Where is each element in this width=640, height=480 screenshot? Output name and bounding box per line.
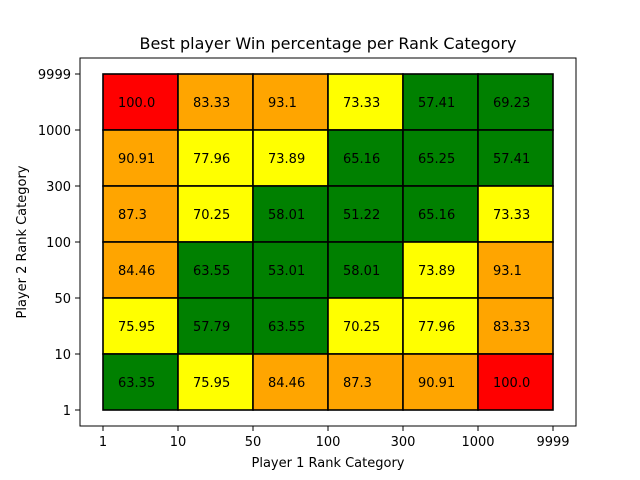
x-axis-label: Player 1 Rank Category — [252, 456, 405, 471]
heatmap-cell — [102, 73, 179, 131]
x-tick-label: 300 — [391, 435, 416, 450]
cell-value-label: 53.01 — [268, 264, 305, 279]
x-tick-label: 50 — [245, 435, 262, 450]
heatmap-cell — [402, 73, 479, 131]
heatmap-cell — [327, 185, 404, 243]
cell-value-label: 58.01 — [343, 264, 380, 279]
cell-value-label: 63.35 — [118, 376, 155, 391]
x-tick-label: 1000 — [461, 435, 494, 450]
cell-value-label: 100.0 — [493, 376, 530, 391]
heatmap-cell — [252, 241, 329, 299]
cell-value-label: 77.96 — [193, 152, 230, 167]
cell-value-label: 77.96 — [418, 320, 455, 335]
heatmap-cell — [327, 297, 404, 355]
cell-value-label: 83.33 — [193, 96, 230, 111]
heatmap-cell — [102, 185, 179, 243]
heatmap-cell — [177, 297, 254, 355]
cell-value-label: 87.3 — [343, 376, 372, 391]
cell-value-label: 57.41 — [493, 152, 530, 167]
cell-value-label: 65.16 — [418, 208, 455, 223]
heatmap-cell — [102, 241, 179, 299]
heatmap-cell — [402, 353, 479, 411]
x-axis-ticks: 1 10 50 100 300 1000 9999 — [99, 426, 570, 450]
cell-value-label: 65.25 — [418, 152, 455, 167]
chart-title: Best player Win percentage per Rank Cate… — [139, 34, 516, 53]
heatmap-cell — [102, 129, 179, 187]
cell-value-label: 90.91 — [118, 152, 155, 167]
cell-value-label: 75.95 — [118, 320, 155, 335]
heatmap-cell — [252, 185, 329, 243]
cell-value-label: 84.46 — [118, 264, 155, 279]
cell-value-label: 57.41 — [418, 96, 455, 111]
cell-value-label: 69.23 — [493, 96, 530, 111]
cell-value-label: 84.46 — [268, 376, 305, 391]
y-tick-label: 300 — [46, 180, 71, 195]
cell-value-label: 70.25 — [343, 320, 380, 335]
heatmap-cell — [402, 129, 479, 187]
x-tick-label: 1 — [99, 435, 107, 450]
x-tick-label: 100 — [316, 435, 341, 450]
heatmap-cell — [327, 353, 404, 411]
y-tick-label: 9999 — [38, 68, 71, 83]
heatmap-cell — [327, 241, 404, 299]
heatmap-cells: 100.0 83.33 93.1 73.33 57.41 69.23 90.91 77.96 7… — [102, 73, 554, 411]
cell-value-label: 75.95 — [193, 376, 230, 391]
cell-value-label: 93.1 — [493, 264, 522, 279]
cell-value-label: 73.33 — [493, 208, 530, 223]
y-axis-ticks: 1 10 50 100 300 1000 9999 — [38, 68, 80, 419]
heatmap-cell — [402, 185, 479, 243]
y-tick-label: 1 — [63, 404, 71, 419]
heatmap-cell — [477, 353, 554, 411]
cell-value-label: 73.33 — [343, 96, 380, 111]
heatmap-cell — [252, 353, 329, 411]
y-axis-label: Player 2 Rank Category — [15, 165, 30, 318]
cell-value-label: 87.3 — [118, 208, 147, 223]
y-tick-label: 100 — [46, 236, 71, 251]
heatmap-cell — [477, 297, 554, 355]
cell-value-label: 63.55 — [268, 320, 305, 335]
cell-value-label: 63.55 — [193, 264, 230, 279]
y-tick-label: 10 — [54, 348, 71, 363]
cell-value-label: 51.22 — [343, 208, 380, 223]
cell-value-label: 83.33 — [493, 320, 530, 335]
heatmap-cell — [477, 185, 554, 243]
heatmap-cell — [252, 129, 329, 187]
cell-value-label: 90.91 — [418, 376, 455, 391]
heatmap-cell — [177, 241, 254, 299]
x-tick-label: 9999 — [536, 435, 569, 450]
cell-value-label: 73.89 — [418, 264, 455, 279]
cell-value-label: 70.25 — [193, 208, 230, 223]
y-tick-label: 50 — [54, 292, 71, 307]
cell-value-label: 73.89 — [268, 152, 305, 167]
y-tick-label: 1000 — [38, 124, 71, 139]
heatmap-cell — [252, 297, 329, 355]
cell-value-label: 65.16 — [343, 152, 380, 167]
cell-value-label: 93.1 — [268, 96, 297, 111]
x-tick-label: 10 — [170, 435, 187, 450]
cell-value-label: 58.01 — [268, 208, 305, 223]
cell-value-label: 100.0 — [118, 96, 155, 111]
cell-value-label: 57.79 — [193, 320, 230, 335]
